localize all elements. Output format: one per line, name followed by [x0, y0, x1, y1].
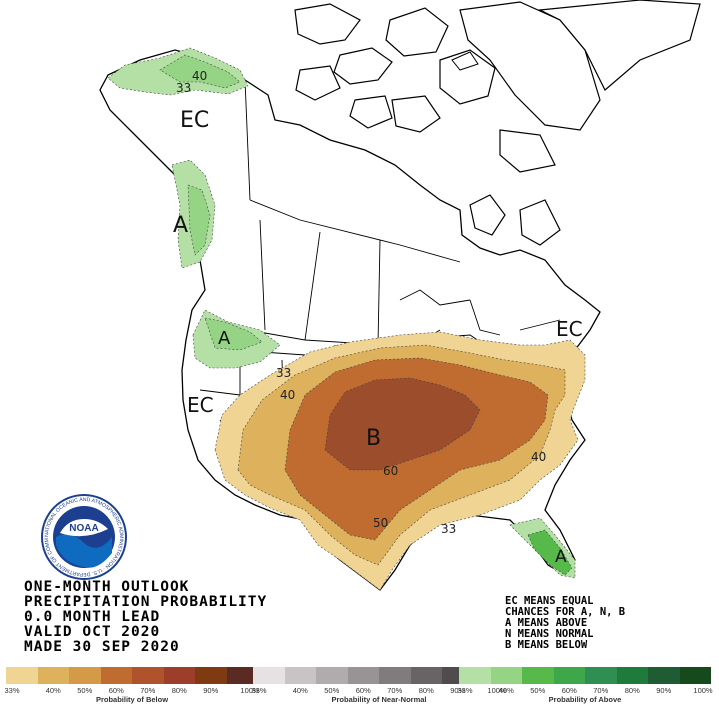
above-coast-40-region	[187, 184, 211, 256]
legend-below-swatch	[6, 667, 38, 684]
legend-above-swatch	[648, 667, 680, 684]
legend-above-swatch	[553, 667, 585, 684]
legend-below-tick: 33%	[4, 686, 20, 695]
legend-below-tick: 50%	[77, 686, 93, 695]
legend-above-tick: 70%	[593, 686, 609, 695]
above-pnw-coast-label: A	[173, 213, 188, 238]
legend-above-tick: 40%	[498, 686, 514, 695]
legend-normal-swatch	[284, 667, 316, 684]
legend-normal-swatch	[410, 667, 442, 684]
noaa-logo: NOAA NATIONAL OCEANIC AND ATMOSPHERIC AD…	[40, 493, 127, 580]
below-normal-shading	[214, 331, 586, 591]
legend-normal-swatch	[347, 667, 379, 684]
contour-label-gulf-33: 33	[441, 522, 456, 536]
legend-above-swatch	[585, 667, 617, 684]
title-line-4: VALID OCT 2020	[24, 624, 161, 640]
legend-above-caption: Probability of Above	[548, 695, 622, 704]
ec-alaska-label: EC	[180, 108, 209, 133]
legend-below-swatch	[163, 667, 195, 684]
legend-below-swatches	[6, 667, 258, 684]
legend-below-swatch	[226, 667, 258, 684]
legend-normal-tick: 80%	[418, 686, 434, 695]
contour-label-alaska-33: 33	[176, 81, 191, 95]
legend-below-swatch	[195, 667, 227, 684]
contour-label-southeast-40: 40	[531, 450, 546, 464]
title-block: ONE-MONTH OUTLOOK PRECIPITATION PROBABIL…	[24, 580, 267, 655]
key-line-1: EC MEANS EQUAL	[505, 595, 594, 607]
legend-normal-tick: 40%	[292, 686, 308, 695]
legend-normal-tick: 60%	[355, 686, 371, 695]
title-line-3: 0.0 MONTH LEAD	[24, 609, 161, 625]
legend-above-swatch	[522, 667, 554, 684]
below-central-label: B	[366, 426, 381, 451]
legend-normal-swatch	[316, 667, 348, 684]
below-60-region	[324, 377, 481, 471]
legend-above-swatch	[459, 667, 491, 684]
legend-normal-tick: 33%	[251, 686, 267, 695]
legend-above-swatches	[459, 667, 711, 684]
legend-below-tick: 80%	[171, 686, 187, 695]
contour-label-south-50: 50	[373, 516, 388, 530]
above-normal-shading	[107, 47, 576, 579]
legend-below-swatch	[100, 667, 132, 684]
legend-above-ticks: 33% 40% 50% 60% 70% 80% 90% 100%	[457, 684, 713, 695]
key-line-2: CHANCES FOR A, N, B	[505, 606, 626, 618]
key-line-4: N MEANS NORMAL	[505, 628, 594, 640]
legend-above-swatch	[616, 667, 648, 684]
legend-below-tick: 60%	[108, 686, 124, 695]
legend-above-swatch	[679, 667, 711, 684]
title-line-1: ONE-MONTH OUTLOOK	[24, 579, 190, 595]
key-line-3: A MEANS ABOVE	[505, 617, 588, 629]
title-line-2: PRECIPITATION PROBABILITY	[24, 594, 268, 610]
contour-label-central-60: 60	[383, 464, 398, 478]
legend-below-swatch	[132, 667, 164, 684]
noaa-bird-icon	[60, 519, 108, 537]
legend-normal-swatch	[379, 667, 411, 684]
legend-below-tick: 100%	[240, 686, 260, 695]
above-pnw-40-region	[204, 317, 263, 351]
legend-normal-tick: 90%	[450, 686, 466, 695]
contour-label-alaska-40: 40	[192, 69, 207, 83]
above-washington-label: A	[218, 328, 231, 349]
contour-label-west-40: 40	[280, 388, 295, 402]
legend-normal-swatch	[253, 667, 285, 684]
title-line-5: MADE 30 SEP 2020	[24, 639, 180, 655]
legend-below-caption: Probability of Below	[95, 695, 169, 704]
legend-above-tick: 90%	[656, 686, 672, 695]
legend-normal-tick: 70%	[387, 686, 403, 695]
legend-below-swatch	[69, 667, 101, 684]
noaa-wave-icon	[56, 534, 112, 568]
legend-above-swatch	[490, 667, 522, 684]
legend-above-tick: 33%	[457, 686, 473, 695]
legend-above-tick: 80%	[624, 686, 640, 695]
legend-normal-tick: 100%	[487, 686, 507, 695]
legend-normal-ticks: 33% 40% 50% 60% 70% 80% 90% 100%	[251, 684, 507, 695]
ec-west-label: EC	[187, 393, 214, 417]
above-florida-label: A	[555, 547, 567, 567]
contour-label-west-33: 33	[276, 366, 291, 380]
legend-normal-caption: Probability of Near-Normal	[331, 695, 427, 704]
ec-northeast-label: EC	[556, 317, 583, 341]
legend-above-tick: 60%	[561, 686, 577, 695]
legend-below-tick: 90%	[203, 686, 219, 695]
above-alaska-40-region	[159, 54, 241, 89]
legend-normal-tick: 50%	[324, 686, 340, 695]
legend-above-tick: 50%	[530, 686, 546, 695]
legend-below-swatch	[37, 667, 69, 684]
legend-above-tick: 100%	[693, 686, 713, 695]
legend-below: 33% 40% 50% 60% 70% 80% 90% 100% Probability of…	[4, 667, 260, 704]
above-florida-40-region	[527, 529, 573, 576]
legend-below-ticks: 33% 40% 50% 60% 70% 80% 90% 100%	[4, 684, 260, 695]
legend-below-tick: 70%	[140, 686, 156, 695]
key-line-5: B MEANS BELOW	[505, 639, 588, 651]
arctic-islands	[294, 0, 701, 246]
noaa-logo-text: NOAA	[69, 523, 98, 534]
key-block: EC MEANS EQUAL CHANCES FOR A, N, B A MEA…	[505, 596, 625, 651]
legend-below-tick: 40%	[45, 686, 61, 695]
legend-above: 33% 40% 50% 60% 70% 80% 90% 100% Probability of…	[457, 667, 713, 704]
